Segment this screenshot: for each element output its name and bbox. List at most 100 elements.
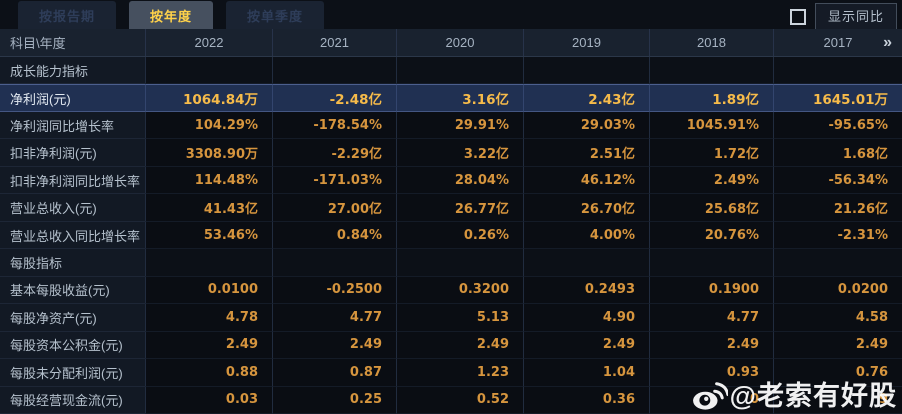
cell-value: 25.68亿 bbox=[649, 194, 773, 222]
cell-value: 1.23 bbox=[396, 359, 523, 387]
row-label: 净利润同比增长率 bbox=[0, 111, 145, 140]
row-label: 净利润(元) bbox=[0, 84, 145, 112]
row-label: 每股经营现金流(元) bbox=[0, 386, 145, 414]
tab-by-year[interactable]: 按年度 bbox=[129, 1, 214, 29]
row-label: 每股未分配利润(元) bbox=[0, 359, 145, 387]
cell-value bbox=[649, 57, 773, 85]
cell-value: 9 bbox=[773, 386, 902, 414]
row-label: 扣非净利润同比增长率 bbox=[0, 166, 145, 195]
chevron-double-right-icon[interactable]: » bbox=[883, 33, 892, 51]
cell-value: 2.49 bbox=[773, 331, 902, 360]
row-label: 每股资本公积金(元) bbox=[0, 331, 145, 360]
cell-value: 1645.01万 bbox=[773, 84, 902, 112]
cell-value: 0.25 bbox=[272, 386, 396, 414]
cell-value: 27.00亿 bbox=[272, 194, 396, 222]
cell-value: 4.00% bbox=[523, 221, 649, 250]
cell-value: 29.91% bbox=[396, 111, 523, 140]
show-yoy-checkbox[interactable] bbox=[789, 8, 806, 25]
row-label: 每股指标 bbox=[0, 249, 145, 277]
cell-value bbox=[523, 249, 649, 277]
cell-value bbox=[145, 249, 272, 277]
cell-value: -95.65% bbox=[773, 111, 902, 140]
table-row[interactable]: 每股经营现金流(元) 0.03 0.25 0.52 0.36 0 9 bbox=[0, 386, 902, 414]
cell-value: 53.46% bbox=[145, 221, 272, 250]
section-row: 成长能力指标 bbox=[0, 57, 902, 85]
cell-value bbox=[773, 57, 902, 85]
row-label: 每股净资产(元) bbox=[0, 304, 145, 332]
cell-value: 46.12% bbox=[523, 166, 649, 195]
cell-value: 26.70亿 bbox=[523, 194, 649, 222]
cell-value: 0.88 bbox=[145, 359, 272, 387]
cell-value: 0.87 bbox=[272, 359, 396, 387]
cell-value bbox=[145, 57, 272, 85]
table-row[interactable]: 基本每股收益(元) 0.0100 -0.2500 0.3200 0.2493 0.1900… bbox=[0, 276, 902, 305]
row-label: 营业总收入同比增长率 bbox=[0, 221, 145, 250]
table-header-row: 科目\年度 2022 2021 2020 2019 2018 2017 » bbox=[0, 29, 902, 57]
column-header-2019: 2019 bbox=[523, 29, 649, 56]
cell-value: -2.29亿 bbox=[272, 139, 396, 167]
cell-value: 4.90 bbox=[523, 304, 649, 332]
table-row[interactable]: 每股资本公积金(元) 2.49 2.49 2.49 2.49 2.49 2.49 bbox=[0, 331, 902, 360]
cell-value: 2.49 bbox=[396, 331, 523, 360]
column-header-2017: 2017 bbox=[773, 29, 902, 56]
cell-value: 0.36 bbox=[523, 386, 649, 414]
cell-value bbox=[523, 57, 649, 85]
column-header-2020: 2020 bbox=[396, 29, 523, 56]
cell-value bbox=[396, 249, 523, 277]
cell-value: 2.51亿 bbox=[523, 139, 649, 167]
cell-value bbox=[649, 249, 773, 277]
row-label: 基本每股收益(元) bbox=[0, 276, 145, 305]
table-row[interactable]: 营业总收入同比增长率 53.46% 0.84% 0.26% 4.00% 20.76% -2.… bbox=[0, 221, 902, 250]
cell-value: -0.2500 bbox=[272, 276, 396, 305]
table-row[interactable]: 扣非净利润(元) 3308.90万 -2.29亿 3.22亿 2.51亿 1.72亿 1.6… bbox=[0, 139, 902, 167]
table-row[interactable]: 每股未分配利润(元) 0.88 0.87 1.23 1.04 0.93 0.76 bbox=[0, 359, 902, 387]
corner-header-cell: 科目\年度 bbox=[10, 36, 66, 51]
cell-value: 0.26% bbox=[396, 221, 523, 250]
column-header-2018: 2018 bbox=[649, 29, 773, 56]
cell-value: 1064.84万 bbox=[145, 84, 272, 112]
cell-value: 4.77 bbox=[272, 304, 396, 332]
cell-value: 5.13 bbox=[396, 304, 523, 332]
cell-value: 2.49 bbox=[649, 331, 773, 360]
cell-value: 0.52 bbox=[396, 386, 523, 414]
cell-value: -2.48亿 bbox=[272, 84, 396, 112]
tab-by-quarter[interactable]: 按单季度 bbox=[226, 1, 325, 29]
cell-value: 29.03% bbox=[523, 111, 649, 140]
cell-value: -56.34% bbox=[773, 166, 902, 195]
tab-bar: 按报告期 按年度 按单季度 显示同比 bbox=[0, 0, 902, 30]
cell-value: 2.49 bbox=[523, 331, 649, 360]
row-label: 成长能力指标 bbox=[0, 57, 145, 85]
cell-value: 0.3200 bbox=[396, 276, 523, 305]
table-row[interactable]: 净利润同比增长率 104.29% -178.54% 29.91% 29.03% 1045.… bbox=[0, 111, 902, 140]
cell-value: 0.2493 bbox=[523, 276, 649, 305]
row-label: 营业总收入(元) bbox=[0, 194, 145, 222]
table-row[interactable]: 营业总收入(元) 41.43亿 27.00亿 26.77亿 26.70亿 25.68亿 21… bbox=[0, 194, 902, 222]
cell-value bbox=[272, 57, 396, 85]
cell-value: 28.04% bbox=[396, 166, 523, 195]
cell-value: 114.48% bbox=[145, 166, 272, 195]
cell-value: 0.03 bbox=[145, 386, 272, 414]
cell-value: 0.84% bbox=[272, 221, 396, 250]
tab-by-report-period[interactable]: 按报告期 bbox=[18, 1, 117, 29]
cell-value: 0.76 bbox=[773, 359, 902, 387]
cell-value: 0.0100 bbox=[145, 276, 272, 305]
cell-value: 1.72亿 bbox=[649, 139, 773, 167]
cell-value: 41.43亿 bbox=[145, 194, 272, 222]
cell-value: 2.43亿 bbox=[523, 84, 649, 112]
table-row[interactable]: 每股净资产(元) 4.78 4.77 5.13 4.90 4.77 4.58 bbox=[0, 304, 902, 332]
table-row[interactable]: 扣非净利润同比增长率 114.48% -171.03% 28.04% 46.12% 2.4… bbox=[0, 166, 902, 195]
cell-value: 3.16亿 bbox=[396, 84, 523, 112]
cell-value: -2.31% bbox=[773, 221, 902, 250]
cell-value bbox=[396, 57, 523, 85]
cell-value: 1.68亿 bbox=[773, 139, 902, 167]
cell-value: 0.0200 bbox=[773, 276, 902, 305]
cell-value: 0.93 bbox=[649, 359, 773, 387]
cell-value: 4.77 bbox=[649, 304, 773, 332]
cell-value: 0 bbox=[649, 386, 773, 414]
table-row[interactable]: 净利润(元) 1064.84万 -2.48亿 3.16亿 2.43亿 1.89亿 1645.… bbox=[0, 84, 902, 112]
show-yoy-button[interactable]: 显示同比 bbox=[814, 3, 897, 30]
table-body: 成长能力指标 净利润(元) 1064.84万 -2.48亿 3.16亿 2.43亿 1.89… bbox=[0, 57, 902, 414]
cell-value: 104.29% bbox=[145, 111, 272, 140]
cell-value: 2.49% bbox=[649, 166, 773, 195]
